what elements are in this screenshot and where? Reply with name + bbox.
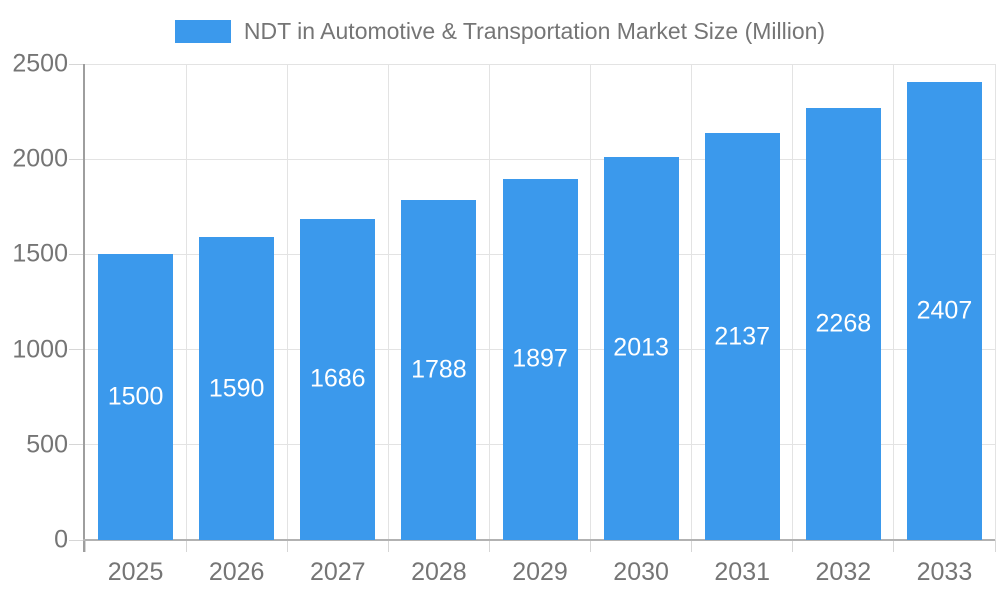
y-axis-tick-label: 2000 — [12, 144, 68, 173]
gridline-horizontal — [85, 63, 995, 65]
y-axis-line — [83, 64, 85, 552]
y-tick — [69, 349, 85, 351]
y-axis-tick-label: 500 — [26, 430, 68, 459]
gridline-vertical — [387, 64, 389, 540]
x-tick — [893, 540, 895, 552]
bar — [805, 108, 881, 540]
bar — [502, 178, 578, 540]
bar-value-label: 1500 — [107, 382, 164, 411]
y-axis-tick-label: 2500 — [12, 49, 68, 78]
x-tick — [84, 540, 86, 552]
bar — [98, 254, 174, 540]
y-tick — [69, 539, 85, 541]
x-axis-tick-label: 2032 — [815, 558, 872, 586]
gridline-vertical — [590, 64, 592, 540]
x-axis-tick-label: 2028 — [411, 558, 467, 586]
x-axis-tick-label: 2027 — [309, 558, 366, 586]
x-tick — [286, 540, 288, 552]
y-axis-tick-label: 1000 — [12, 335, 68, 364]
bar — [603, 156, 679, 540]
x-axis-tick-label: 2030 — [613, 558, 669, 586]
gridline-horizontal — [85, 158, 995, 160]
y-axis-tick-label: 0 — [54, 525, 68, 554]
bar-value-label: 1590 — [208, 374, 265, 403]
gridline-vertical — [488, 64, 490, 540]
y-tick — [69, 253, 85, 255]
bar-value-label: 2013 — [613, 333, 669, 362]
bar-value-label: 1788 — [411, 355, 467, 384]
bar — [300, 218, 376, 540]
legend: NDT in Automotive & Transportation Marke… — [0, 14, 1000, 48]
bar — [199, 237, 275, 540]
legend-swatch — [174, 19, 231, 43]
bar — [906, 81, 982, 540]
bar-value-label: 2407 — [916, 296, 973, 325]
gridline-vertical — [185, 64, 187, 540]
y-tick — [69, 63, 85, 65]
gridline-vertical — [691, 64, 693, 540]
bar — [401, 199, 477, 540]
legend-label: NDT in Automotive & Transportation Marke… — [243, 17, 826, 44]
bar-value-label: 2268 — [815, 309, 872, 338]
x-tick — [488, 540, 490, 552]
y-tick — [69, 444, 85, 446]
x-axis-tick-label: 2025 — [107, 558, 164, 586]
x-tick — [590, 540, 592, 552]
x-axis-tick-label: 2029 — [512, 558, 568, 586]
x-axis-tick-label: 2026 — [208, 558, 265, 586]
gridline-vertical — [994, 64, 996, 540]
x-axis-tick-label: 2033 — [916, 558, 973, 586]
gridline-vertical — [792, 64, 794, 540]
bar-value-label: 2137 — [714, 322, 771, 351]
x-tick — [792, 540, 794, 552]
x-tick — [994, 540, 996, 552]
bar-value-label: 1897 — [512, 344, 568, 373]
x-axis-line — [83, 539, 995, 541]
y-axis-tick-label: 1500 — [12, 239, 68, 268]
gridline-vertical — [286, 64, 288, 540]
x-tick — [387, 540, 389, 552]
x-tick — [691, 540, 693, 552]
bar — [704, 133, 780, 540]
x-tick — [185, 540, 187, 552]
gridline-vertical — [893, 64, 895, 540]
bar-value-label: 1686 — [309, 364, 366, 393]
y-tick — [69, 158, 85, 160]
x-axis-tick-label: 2031 — [714, 558, 771, 586]
